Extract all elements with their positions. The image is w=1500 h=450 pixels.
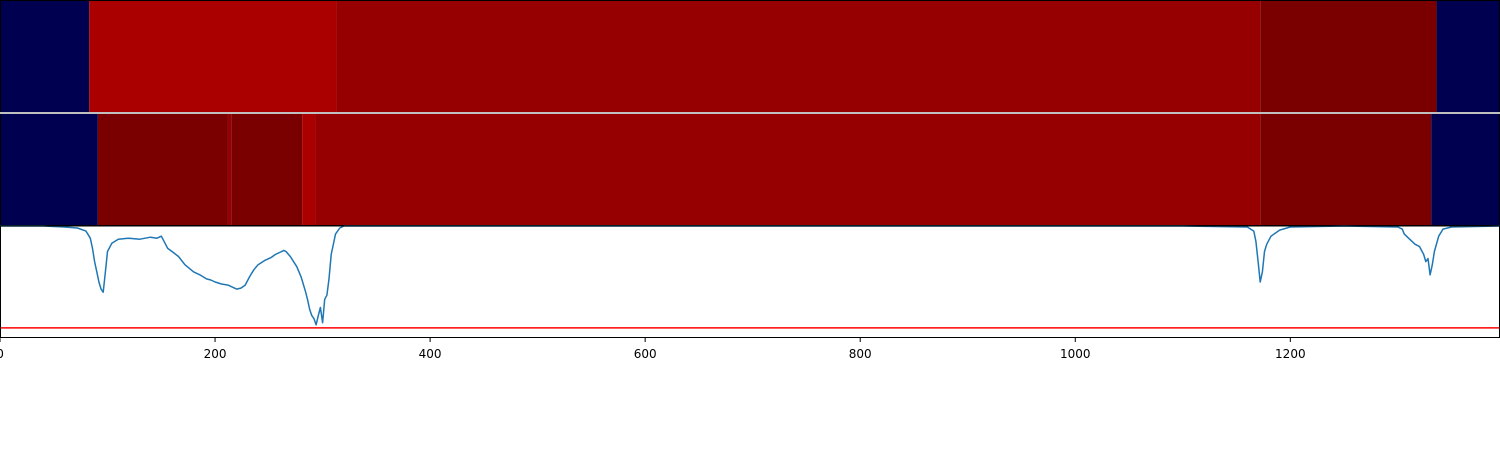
- heatmap-segment: [315, 113, 1261, 226]
- plot-background: [0, 226, 1500, 338]
- heatmap-segment: [0, 113, 98, 226]
- x-tick-label: 1000: [1060, 347, 1091, 361]
- heatmap-segment: [1436, 0, 1500, 113]
- segment-track-1-panel: [0, 0, 1500, 113]
- heatmap-segment: [0, 0, 90, 113]
- x-tick-label: 200: [204, 347, 227, 361]
- heatmap-segment: [231, 113, 303, 226]
- heatmap-segment: [1260, 113, 1432, 226]
- heatmap-segment: [227, 113, 232, 226]
- x-tick-label: 800: [849, 347, 872, 361]
- x-tick-label: 1200: [1275, 347, 1306, 361]
- heatmap-segment: [1260, 0, 1437, 113]
- signal-track-panel: [0, 225, 1500, 338]
- x-tick-label: 400: [419, 347, 442, 361]
- heatmap-segment: [302, 113, 316, 226]
- x-tick-label: 0: [0, 347, 4, 361]
- heatmap-segment: [336, 0, 1261, 113]
- x-axis: 0 200 400 600 800 1000 1200: [0, 338, 1306, 361]
- heatmap-segment: [1431, 113, 1500, 226]
- segment-track-2-panel: [0, 112, 1500, 226]
- heatmap-segment: [89, 0, 337, 113]
- heatmap-segment: [97, 113, 228, 226]
- x-tick-label: 600: [634, 347, 657, 361]
